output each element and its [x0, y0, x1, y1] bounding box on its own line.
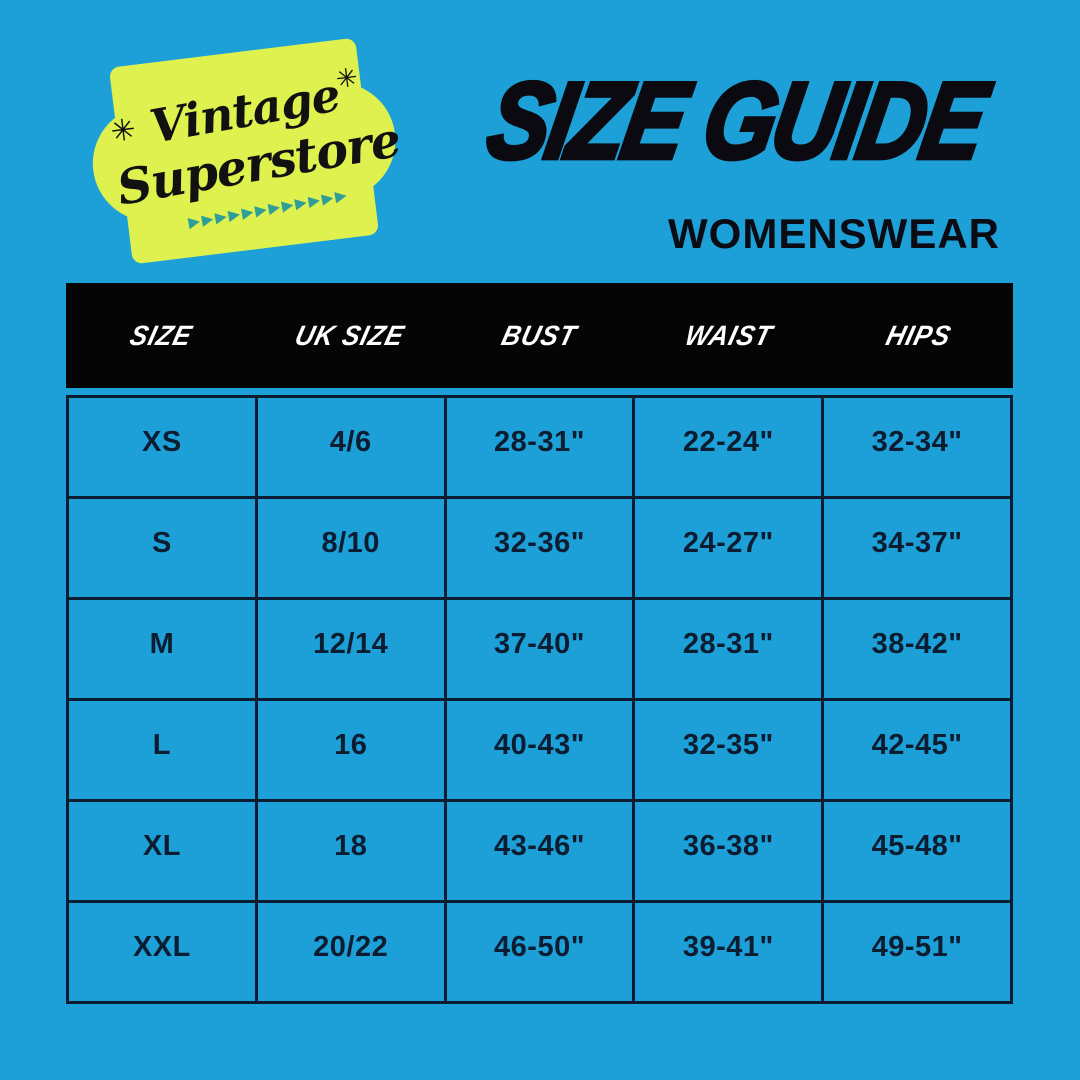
sparkle-icon: ✳: [334, 61, 360, 95]
logo-text: ✳ ✳ Vintage Superstore ▶▶▶▶▶▶▶▶▶▶▶▶: [81, 32, 407, 270]
measurement-cell: 18: [257, 802, 444, 900]
measurement-cell: 46-50": [446, 903, 633, 1001]
measurement-cell: 20/22: [257, 903, 444, 1001]
measurement-cell: 32-35": [635, 701, 822, 799]
measurement-cell: 32-34": [824, 398, 1010, 496]
measurement-cell: 38-42": [824, 600, 1010, 698]
measurement-cell: 37-40": [446, 600, 633, 698]
size-label-cell: XXL: [69, 903, 255, 1001]
table-header-row: SIZE UK SIZE BUST WAIST HIPS: [66, 283, 1013, 388]
size-label-cell: S: [69, 499, 255, 597]
column-header-label: HIPS: [882, 319, 955, 351]
measurement-cell: 16: [257, 701, 444, 799]
measurement-cell: 39-41": [635, 903, 822, 1001]
size-label-cell: L: [69, 701, 255, 799]
measurement-cell: 43-46": [446, 802, 633, 900]
measurement-cell: 49-51": [824, 903, 1010, 1001]
column-header-waist: WAIST: [634, 320, 823, 352]
size-table: SIZE UK SIZE BUST WAIST HIPS XS 4/6 28-31" 22-2…: [66, 283, 1013, 1004]
column-header-label: UK SIZE: [292, 319, 409, 351]
measurement-cell: 45-48": [824, 802, 1010, 900]
measurement-cell: 40-43": [446, 701, 633, 799]
measurement-cell: 22-24": [635, 398, 822, 496]
measurement-cell: 8/10: [257, 499, 444, 597]
measurement-cell: 28-31": [446, 398, 633, 496]
column-header-label: WAIST: [682, 319, 776, 351]
column-header-uk-size: UK SIZE: [255, 320, 444, 352]
measurement-cell: 42-45": [824, 701, 1010, 799]
brand-logo: ✳ ✳ Vintage Superstore ▶▶▶▶▶▶▶▶▶▶▶▶: [81, 32, 407, 270]
size-label-cell: M: [69, 600, 255, 698]
sparkle-icon: ✳: [108, 113, 138, 149]
size-label-cell: XS: [69, 398, 255, 496]
measurement-cell: 12/14: [257, 600, 444, 698]
page-subtitle: WOMENSWEAR: [668, 210, 1000, 257]
measurement-cell: 4/6: [257, 398, 444, 496]
size-label-cell: XL: [69, 802, 255, 900]
table-body: XS 4/6 28-31" 22-24" 32-34" S 8/10 32-36" 24-27"…: [66, 395, 1013, 1004]
column-header-label: BUST: [498, 319, 581, 351]
logo-badge-shape: [92, 38, 396, 264]
column-header-hips: HIPS: [824, 320, 1013, 352]
column-header-bust: BUST: [445, 320, 634, 352]
measurement-cell: 24-27": [635, 499, 822, 597]
measurement-cell: 36-38": [635, 802, 822, 900]
measurement-cell: 34-37": [824, 499, 1010, 597]
page-title: SIZE GUIDE: [477, 59, 994, 184]
column-header-label: SIZE: [126, 319, 196, 351]
measurement-cell: 28-31": [635, 600, 822, 698]
column-header-size: SIZE: [66, 320, 255, 352]
measurement-cell: 32-36": [446, 499, 633, 597]
